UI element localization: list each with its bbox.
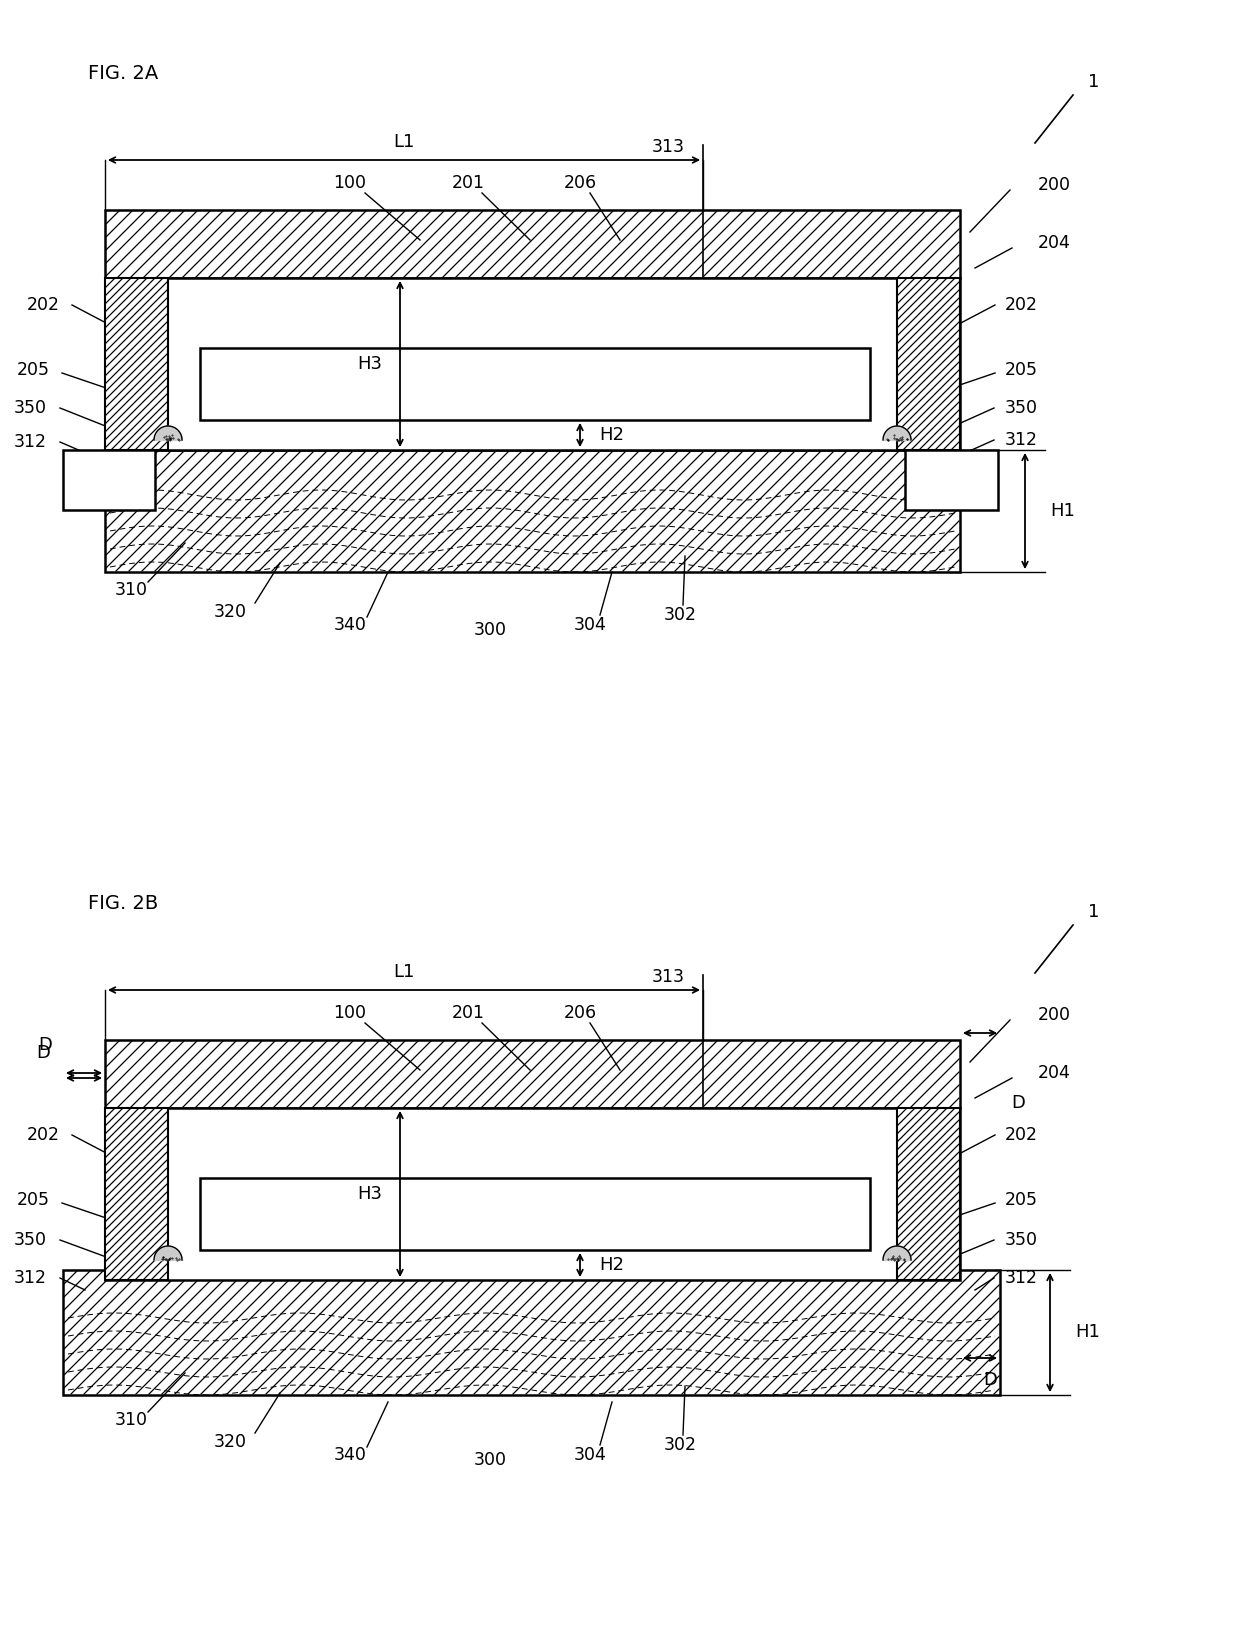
- Bar: [897, 1108, 960, 1280]
- Text: 202: 202: [1004, 296, 1038, 314]
- Text: 205: 205: [1004, 362, 1038, 380]
- Text: 204: 204: [1038, 235, 1071, 252]
- Text: 313: 313: [652, 138, 684, 156]
- Bar: [105, 1039, 960, 1108]
- Text: 320: 320: [213, 603, 247, 621]
- Text: 312: 312: [1004, 1269, 1038, 1287]
- Text: 1: 1: [1087, 73, 1100, 91]
- Text: 201: 201: [451, 174, 485, 192]
- Text: H2: H2: [599, 427, 625, 445]
- Bar: [63, 1271, 999, 1394]
- Text: 310: 310: [115, 1411, 148, 1429]
- Text: 100: 100: [334, 174, 367, 192]
- Text: 204: 204: [1038, 1064, 1071, 1082]
- Text: 350: 350: [1004, 1232, 1038, 1249]
- Bar: [105, 279, 960, 450]
- Text: 206: 206: [563, 174, 596, 192]
- Text: 340: 340: [334, 616, 367, 634]
- Text: 312: 312: [14, 1269, 47, 1287]
- Text: D: D: [983, 1372, 997, 1390]
- Text: 302: 302: [663, 606, 697, 624]
- Text: D: D: [1011, 1095, 1025, 1113]
- Bar: [105, 1108, 960, 1280]
- Text: 300: 300: [474, 1451, 506, 1469]
- Text: FIG. 2B: FIG. 2B: [88, 893, 159, 912]
- Text: 312: 312: [1004, 432, 1038, 450]
- Text: 312: 312: [14, 433, 47, 451]
- Bar: [63, 450, 155, 510]
- Text: H1: H1: [1075, 1323, 1100, 1341]
- Text: L1: L1: [393, 134, 414, 151]
- Text: FIG. 2A: FIG. 2A: [88, 64, 159, 83]
- Bar: [105, 1108, 167, 1280]
- Text: 206: 206: [563, 1003, 596, 1021]
- Text: 205: 205: [1004, 1191, 1038, 1209]
- Text: 350: 350: [1004, 399, 1038, 417]
- Text: 313: 313: [652, 968, 684, 986]
- Text: 202: 202: [1004, 1126, 1038, 1144]
- Text: 350: 350: [14, 1232, 47, 1249]
- Text: 304: 304: [574, 1447, 606, 1464]
- Text: D: D: [38, 1036, 52, 1054]
- Text: H3: H3: [357, 1184, 382, 1202]
- Text: 202: 202: [27, 296, 60, 314]
- Text: D: D: [36, 1044, 50, 1062]
- Text: 1: 1: [1087, 902, 1100, 920]
- Text: 100: 100: [334, 1003, 367, 1021]
- Bar: [105, 450, 960, 572]
- Bar: [200, 1178, 870, 1249]
- Text: 200: 200: [1038, 1007, 1071, 1025]
- Bar: [897, 279, 960, 450]
- Bar: [200, 349, 870, 420]
- Text: 304: 304: [574, 616, 606, 634]
- Text: 201: 201: [451, 1003, 485, 1021]
- Text: 200: 200: [1038, 176, 1071, 194]
- Text: 320: 320: [213, 1434, 247, 1451]
- Text: 340: 340: [334, 1447, 367, 1464]
- Text: 205: 205: [17, 1191, 50, 1209]
- Text: 300: 300: [474, 621, 506, 639]
- Text: 310: 310: [115, 582, 148, 599]
- Text: 302: 302: [663, 1437, 697, 1455]
- Bar: [905, 450, 998, 510]
- Text: H2: H2: [599, 1256, 625, 1274]
- Text: H3: H3: [357, 355, 382, 373]
- Bar: [105, 210, 960, 279]
- Text: 205: 205: [17, 362, 50, 380]
- Text: 350: 350: [14, 399, 47, 417]
- Text: L1: L1: [393, 963, 414, 981]
- Bar: [105, 279, 167, 450]
- Text: 202: 202: [27, 1126, 60, 1144]
- Text: H1: H1: [1050, 502, 1075, 520]
